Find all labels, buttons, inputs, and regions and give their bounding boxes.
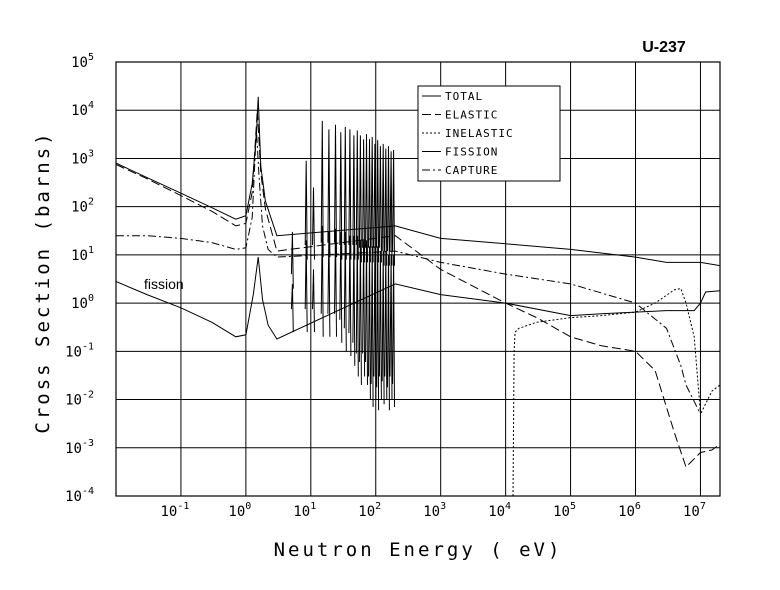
- legend-label-inelastic: INELASTIC: [445, 127, 514, 140]
- y-tick-label: 104: [71, 100, 94, 119]
- x-tick-labels: 10-1 100 101 102 103 104 105 106 107: [160, 501, 705, 520]
- y-axis-title: Cross Section (barns): [32, 130, 54, 433]
- legend: TOTAL ELASTIC INELASTIC FISSION CAPTURE: [417, 85, 561, 182]
- series-total-line: [116, 96, 720, 267]
- legend-label-capture: CAPTURE: [445, 164, 498, 177]
- x-tick-label: 100: [228, 501, 251, 520]
- y-tick-label: 103: [71, 148, 94, 167]
- y-tick-label: 102: [71, 197, 94, 216]
- x-tick-label: 10-1: [160, 501, 189, 520]
- legend-label-elastic: ELASTIC: [445, 109, 498, 122]
- fission-annotation: fission: [144, 276, 184, 292]
- x-tick-label: 104: [488, 501, 511, 520]
- y-tick-label: 105: [71, 52, 94, 71]
- x-axis-title: Neutron Energy ( eV): [274, 539, 563, 561]
- y-tick-label: 10-3: [65, 438, 94, 457]
- y-tick-label: 10-1: [65, 341, 94, 360]
- data-curves: [116, 96, 720, 496]
- x-tick-label: 107: [683, 501, 706, 520]
- series-elastic-line: [116, 110, 720, 468]
- y-tick-label: 100: [71, 293, 94, 312]
- series-inelastic-line: [512, 288, 720, 496]
- series-fission-line: [116, 257, 720, 340]
- chart-title: U-237: [642, 39, 686, 56]
- y-tick-label: 101: [71, 245, 94, 264]
- legend-label-fission: FISSION: [445, 146, 498, 159]
- x-tick-label: 101: [293, 501, 316, 520]
- legend-label-total: TOTAL: [445, 90, 483, 103]
- y-tick-label: 10-4: [65, 486, 94, 505]
- resonance-total-spikes: [290, 120, 395, 289]
- plot-frame: [115, 61, 721, 497]
- y-tick-labels: 10-4 10-3 10-2 10-1 100 101 102 103 104 105: [65, 52, 94, 505]
- series-capture-line: [116, 129, 701, 415]
- resonance-fission-spikes: [290, 225, 395, 411]
- x-tick-label: 103: [423, 501, 446, 520]
- x-tick-label: 105: [553, 501, 576, 520]
- x-tick-label: 106: [618, 501, 641, 520]
- legend-box: [417, 85, 561, 182]
- x-tick-label: 102: [358, 501, 381, 520]
- y-tick-label: 10-2: [65, 390, 94, 409]
